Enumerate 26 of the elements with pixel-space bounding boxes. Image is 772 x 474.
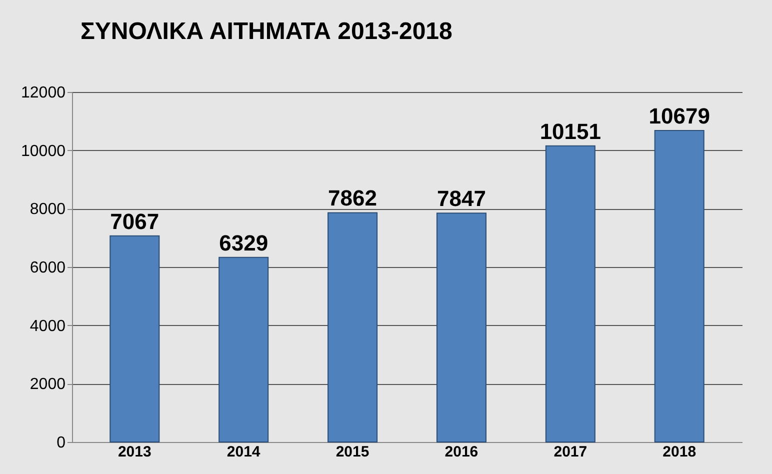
- y-tick-label: 0: [56, 434, 66, 452]
- data-label: 7847: [436, 186, 486, 212]
- x-tick-label: 2015: [336, 444, 370, 460]
- bar: [436, 212, 486, 442]
- x-tick-label: 2016: [444, 444, 478, 460]
- x-tick-label: 2014: [226, 444, 261, 460]
- y-tick-label: 10000: [21, 142, 66, 160]
- x-tick-label: 2018: [662, 444, 696, 460]
- data-label: 7862: [328, 186, 378, 211]
- data-label: 10679: [648, 104, 710, 129]
- y-tick-label: 2000: [30, 376, 66, 394]
- data-label: 6329: [219, 230, 268, 256]
- bar: [218, 256, 269, 442]
- y-tick-label: 4000: [30, 318, 66, 335]
- bar: [328, 212, 378, 442]
- bar: [545, 145, 596, 442]
- bar: [110, 235, 160, 442]
- data-label: 7067: [110, 208, 160, 234]
- y-tick-label: 12000: [21, 84, 66, 102]
- x-tick-label: 2017: [554, 444, 588, 460]
- bar: [654, 130, 704, 442]
- y-tick-label: 8000: [30, 201, 66, 218]
- x-tick-label: 2013: [118, 444, 152, 460]
- data-label: 10151: [540, 118, 602, 144]
- y-tick-label: 6000: [30, 260, 66, 276]
- chart-title: ΣΥΝΟΛΙΚΑ ΑΙΤΗΜΑΤΑ 2013-2018: [80, 18, 452, 45]
